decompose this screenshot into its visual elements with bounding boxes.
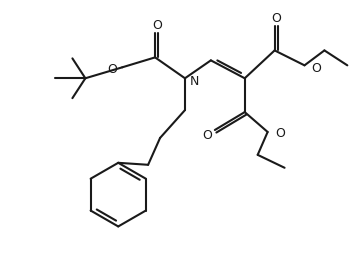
- Text: N: N: [190, 75, 199, 88]
- Text: O: O: [152, 19, 162, 32]
- Text: O: O: [312, 62, 321, 75]
- Text: O: O: [272, 12, 281, 25]
- Text: O: O: [276, 128, 285, 140]
- Text: O: O: [202, 130, 212, 142]
- Text: O: O: [107, 63, 117, 76]
